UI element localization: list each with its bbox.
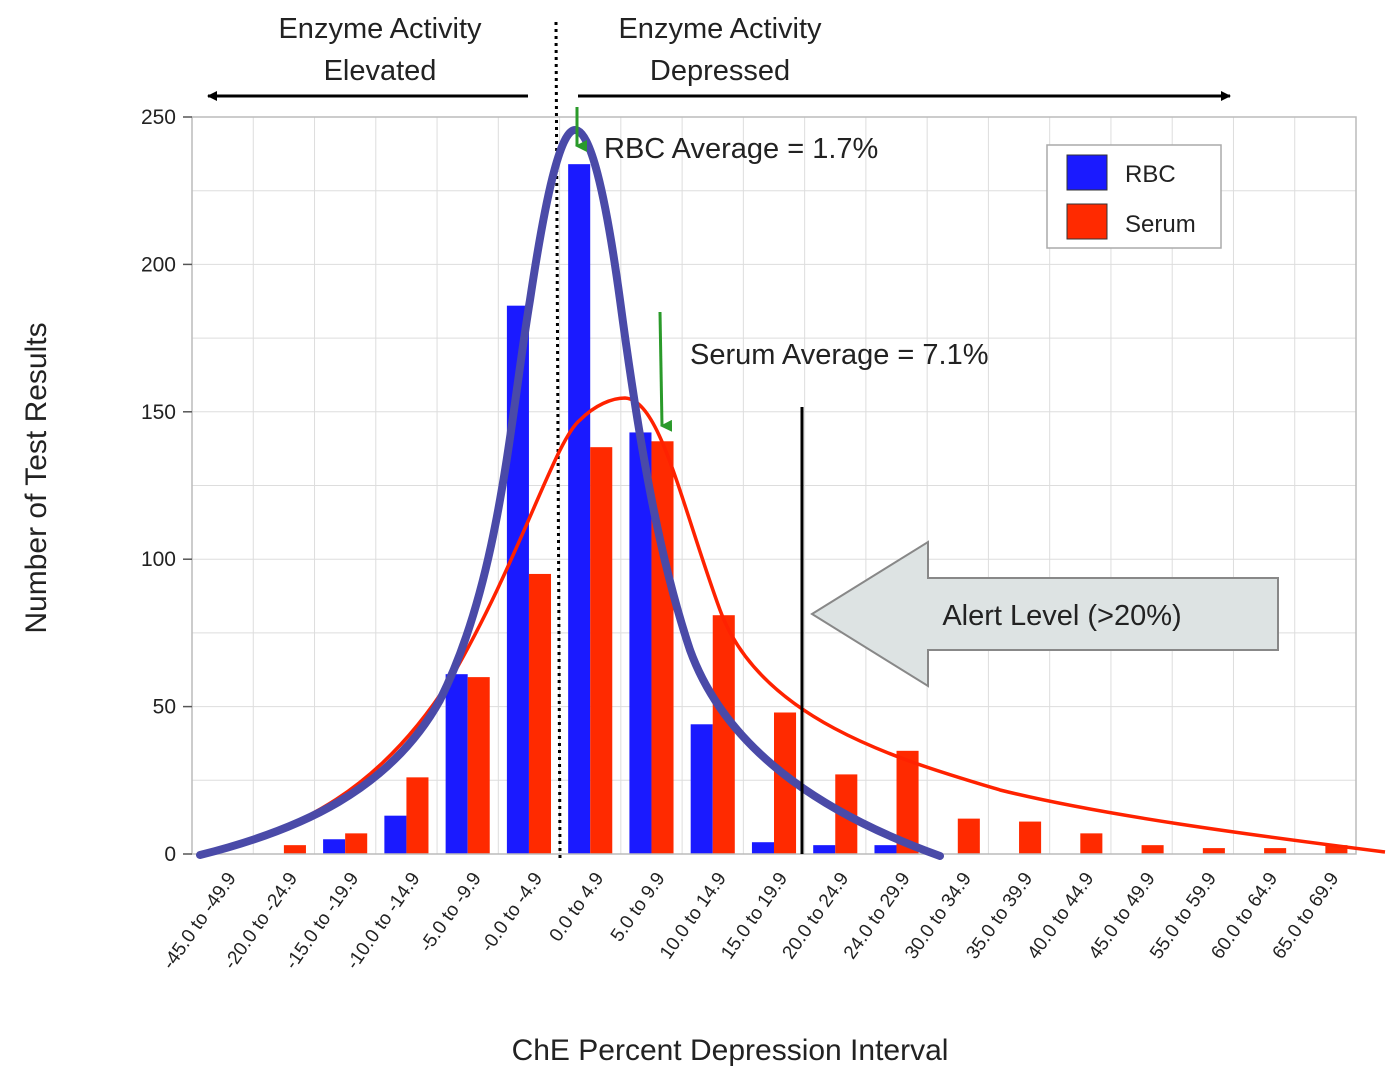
bar-rbc-7 <box>629 432 652 854</box>
legend-swatch-serum <box>1066 203 1108 240</box>
bar-serum-13 <box>1019 821 1042 854</box>
bar-serum-14 <box>1080 833 1103 854</box>
serum-average-marker <box>658 311 673 432</box>
x-tick-label: -0.0 to -4.9 <box>477 869 547 956</box>
bar-serum-5 <box>528 573 552 854</box>
bar-serum-3 <box>406 777 429 854</box>
y-tick-label: 150 <box>141 401 176 424</box>
bar-serum-1 <box>283 845 306 854</box>
legend: RBC Serum <box>1046 144 1222 249</box>
alert-level-arrow <box>810 540 1279 688</box>
plot-frame <box>191 116 1357 855</box>
bar-serum-8 <box>712 615 735 854</box>
serum-average-label: Serum Average = 7.1% <box>690 339 989 371</box>
right-header-line1: Enzyme Activity <box>618 13 822 45</box>
bar-serum-7 <box>651 441 674 854</box>
bar-serum-9 <box>774 712 797 854</box>
bar-serum-11 <box>896 750 919 854</box>
bar-rbc-3 <box>384 815 407 854</box>
bar-rbc-9 <box>751 842 774 854</box>
alert-level-label: Alert Level (>20%) <box>942 600 1181 632</box>
bar-serum-12 <box>957 818 980 854</box>
legend-label-serum: Serum <box>1125 211 1196 238</box>
right-header-line2: Depressed <box>650 55 790 87</box>
bar-rbc-2 <box>323 839 346 854</box>
bar-serum-16 <box>1202 848 1225 854</box>
y-axis: 0 50 100 150 200 250 <box>141 106 192 866</box>
x-tick-label: -5.0 to -9.9 <box>416 869 486 956</box>
x-axis: -45.0 to -49.9-20.0 to -24.9-15.0 to -19… <box>159 869 1344 974</box>
bar-rbc-4 <box>445 674 468 854</box>
x-tick-label: 0.0 to 4.9 <box>546 869 609 946</box>
left-header-line1: Enzyme Activity <box>278 13 482 45</box>
bar-rbc-6 <box>568 164 591 855</box>
left-header-line2: Elevated <box>324 55 437 87</box>
rbc-average-label: RBC Average = 1.7% <box>604 133 878 165</box>
x-tick-label: 5.0 to 9.9 <box>607 869 670 946</box>
bar-rbc-8 <box>690 724 713 854</box>
y-tick-label: 0 <box>164 843 176 866</box>
bar-rbc-11 <box>874 845 897 854</box>
rbc-fit-curve <box>196 125 944 860</box>
bar-serum-6 <box>590 447 613 854</box>
legend-swatch-rbc <box>1066 154 1108 191</box>
y-tick-label: 100 <box>141 548 176 571</box>
y-tick-label: 200 <box>141 253 176 276</box>
x-axis-title: ChE Percent Depression Interval <box>512 1034 949 1067</box>
bar-serum-15 <box>1141 845 1164 854</box>
y-tick-label: 50 <box>153 696 176 719</box>
y-tick-label: 250 <box>141 106 176 129</box>
bar-serum-18 <box>1325 845 1348 854</box>
bar-serum-2 <box>345 833 368 854</box>
bars <box>283 164 1348 855</box>
bar-serum-4 <box>467 677 490 854</box>
y-axis-title: Number of Test Results <box>20 322 53 633</box>
bar-rbc-10 <box>813 845 836 854</box>
bar-serum-17 <box>1264 848 1287 854</box>
legend-label-rbc: RBC <box>1125 161 1176 188</box>
